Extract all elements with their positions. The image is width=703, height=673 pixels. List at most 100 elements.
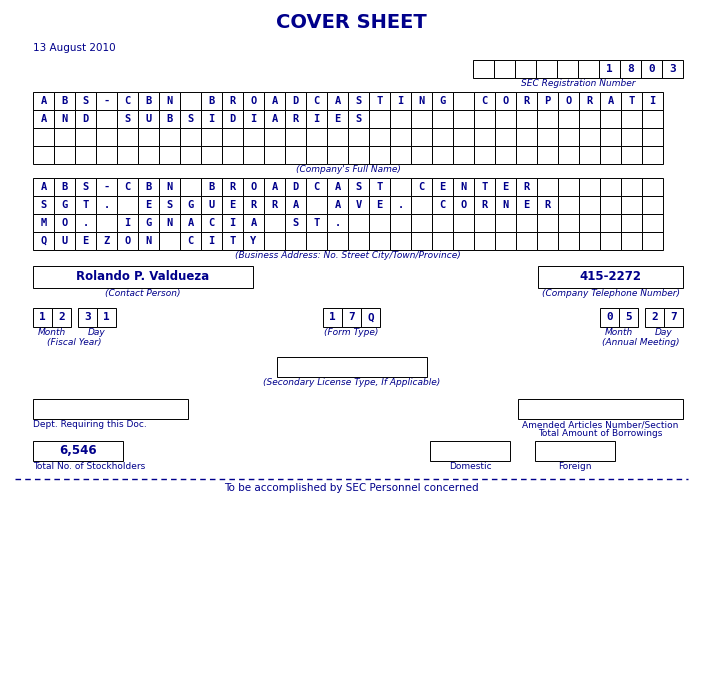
- Bar: [579, 178, 600, 196]
- Bar: [201, 128, 222, 146]
- Bar: [159, 146, 180, 164]
- Bar: [327, 214, 348, 232]
- Text: E: E: [376, 200, 382, 210]
- Bar: [453, 232, 474, 250]
- Bar: [557, 60, 578, 78]
- Text: R: R: [586, 96, 593, 106]
- Text: 3: 3: [669, 64, 676, 74]
- Bar: [323, 308, 342, 327]
- Text: S: S: [292, 218, 299, 228]
- Bar: [535, 441, 615, 461]
- Bar: [96, 232, 117, 250]
- Text: G: G: [146, 218, 152, 228]
- Text: A: A: [271, 182, 278, 192]
- Bar: [390, 196, 411, 214]
- Text: 13 August 2010: 13 August 2010: [33, 43, 115, 53]
- Text: Rolando P. Valdueza: Rolando P. Valdueza: [77, 271, 209, 283]
- Bar: [159, 214, 180, 232]
- Text: (Annual Meeting): (Annual Meeting): [602, 338, 680, 347]
- Bar: [222, 146, 243, 164]
- Bar: [453, 92, 474, 110]
- Bar: [117, 214, 138, 232]
- Bar: [306, 110, 327, 128]
- Bar: [538, 266, 683, 288]
- Bar: [430, 441, 510, 461]
- Bar: [264, 128, 285, 146]
- Bar: [33, 110, 54, 128]
- Text: O: O: [460, 200, 467, 210]
- Text: 6,546: 6,546: [59, 444, 97, 458]
- Text: C: C: [124, 182, 131, 192]
- Bar: [243, 214, 264, 232]
- Bar: [621, 92, 642, 110]
- Bar: [620, 60, 641, 78]
- Bar: [285, 214, 306, 232]
- Bar: [578, 60, 599, 78]
- Text: 3: 3: [84, 312, 91, 322]
- Bar: [201, 92, 222, 110]
- Bar: [33, 92, 54, 110]
- Text: Total Amount of Borrowings: Total Amount of Borrowings: [538, 429, 663, 438]
- Text: R: R: [544, 200, 550, 210]
- Bar: [621, 196, 642, 214]
- Bar: [369, 92, 390, 110]
- Text: R: R: [482, 200, 488, 210]
- Text: N: N: [61, 114, 67, 124]
- Bar: [96, 214, 117, 232]
- Text: O: O: [503, 96, 509, 106]
- Bar: [453, 214, 474, 232]
- Bar: [138, 128, 159, 146]
- Bar: [453, 128, 474, 146]
- Bar: [579, 214, 600, 232]
- Text: R: R: [292, 114, 299, 124]
- Bar: [78, 308, 97, 327]
- Text: 1: 1: [39, 312, 46, 322]
- Bar: [75, 128, 96, 146]
- Bar: [222, 178, 243, 196]
- Text: -: -: [103, 96, 110, 106]
- Text: A: A: [607, 96, 614, 106]
- Bar: [579, 146, 600, 164]
- Bar: [348, 146, 369, 164]
- Bar: [96, 110, 117, 128]
- Bar: [558, 146, 579, 164]
- Text: R: R: [229, 182, 236, 192]
- Bar: [411, 128, 432, 146]
- Bar: [96, 92, 117, 110]
- Bar: [516, 92, 537, 110]
- Text: To be accomplished by SEC Personnel concerned: To be accomplished by SEC Personnel conc…: [224, 483, 479, 493]
- Bar: [222, 214, 243, 232]
- Bar: [600, 92, 621, 110]
- Bar: [159, 110, 180, 128]
- Bar: [117, 128, 138, 146]
- Bar: [243, 232, 264, 250]
- Bar: [536, 60, 557, 78]
- Text: E: E: [229, 200, 236, 210]
- Text: G: G: [439, 96, 446, 106]
- Text: .: .: [335, 218, 341, 228]
- Text: T: T: [482, 182, 488, 192]
- Bar: [54, 232, 75, 250]
- Bar: [54, 146, 75, 164]
- Bar: [599, 60, 620, 78]
- Text: Day: Day: [88, 328, 106, 337]
- Text: S: S: [356, 114, 361, 124]
- Text: 0: 0: [648, 64, 655, 74]
- Text: B: B: [167, 114, 173, 124]
- Text: R: R: [523, 182, 529, 192]
- Text: T: T: [376, 182, 382, 192]
- Text: (Company Telephone Number): (Company Telephone Number): [541, 289, 680, 298]
- Text: Z: Z: [103, 236, 110, 246]
- Bar: [96, 178, 117, 196]
- Bar: [243, 146, 264, 164]
- Bar: [600, 128, 621, 146]
- Bar: [54, 92, 75, 110]
- Bar: [138, 110, 159, 128]
- Text: I: I: [124, 218, 131, 228]
- Text: Domestic: Domestic: [449, 462, 491, 471]
- Text: B: B: [208, 182, 214, 192]
- Text: 8: 8: [627, 64, 634, 74]
- Text: D: D: [82, 114, 89, 124]
- Bar: [97, 308, 116, 327]
- Bar: [558, 196, 579, 214]
